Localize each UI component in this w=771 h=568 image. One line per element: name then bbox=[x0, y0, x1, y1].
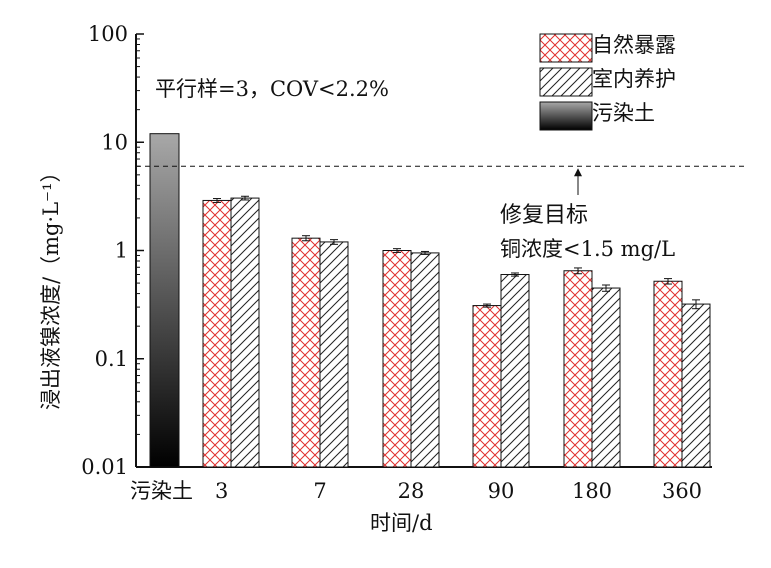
bar-indoor-360 bbox=[681, 303, 711, 468]
legend-swatch-2 bbox=[539, 101, 593, 131]
threshold-label-1: 修复目标 bbox=[500, 203, 588, 228]
legend-label-2: 污染土 bbox=[592, 101, 655, 125]
legend-swatch-0 bbox=[539, 33, 593, 63]
bar-exposed-7 bbox=[291, 237, 321, 468]
x-tick-label: 180 bbox=[572, 479, 612, 503]
x-tick-label: 28 bbox=[398, 479, 425, 503]
bar-exposed-28 bbox=[382, 250, 412, 468]
x-tick-label: 7 bbox=[313, 479, 326, 503]
x-axis-label: 时间/d bbox=[370, 511, 433, 535]
x-tick-label: 3 bbox=[215, 479, 228, 503]
y-tick-label: 0.01 bbox=[81, 455, 128, 479]
y-axis-label: 浸出液镍浓度/（mg·L⁻¹） bbox=[39, 161, 63, 410]
x-tick-control: 污染土 bbox=[130, 479, 193, 503]
bar-indoor-7 bbox=[319, 241, 349, 468]
bar-indoor-3 bbox=[230, 197, 260, 468]
y-tick-label: 10 bbox=[101, 130, 128, 154]
y-tick-label: 1 bbox=[115, 239, 128, 263]
bar-indoor-28 bbox=[410, 252, 440, 468]
legend-label-0: 自然暴露 bbox=[592, 33, 676, 57]
bar-exposed-180 bbox=[563, 270, 593, 468]
legend-label-1: 室内养护 bbox=[592, 67, 676, 91]
x-tick-label: 90 bbox=[488, 479, 515, 503]
bar-control bbox=[149, 133, 180, 468]
y-tick-label: 100 bbox=[88, 22, 128, 46]
x-tick-label: 360 bbox=[662, 479, 702, 503]
annotation: 平行样=3，COV<2.2% bbox=[155, 77, 389, 101]
bar-indoor-90 bbox=[500, 274, 530, 468]
bar-indoor-180 bbox=[591, 287, 621, 468]
y-tick-label: 0.1 bbox=[95, 347, 128, 371]
legend-swatch-1 bbox=[539, 67, 593, 97]
bar-exposed-360 bbox=[653, 280, 683, 468]
bar-exposed-90 bbox=[472, 305, 502, 468]
threshold-label-2: 铜浓度<1.5 mg/L bbox=[500, 237, 675, 261]
bar-exposed-3 bbox=[202, 199, 232, 468]
